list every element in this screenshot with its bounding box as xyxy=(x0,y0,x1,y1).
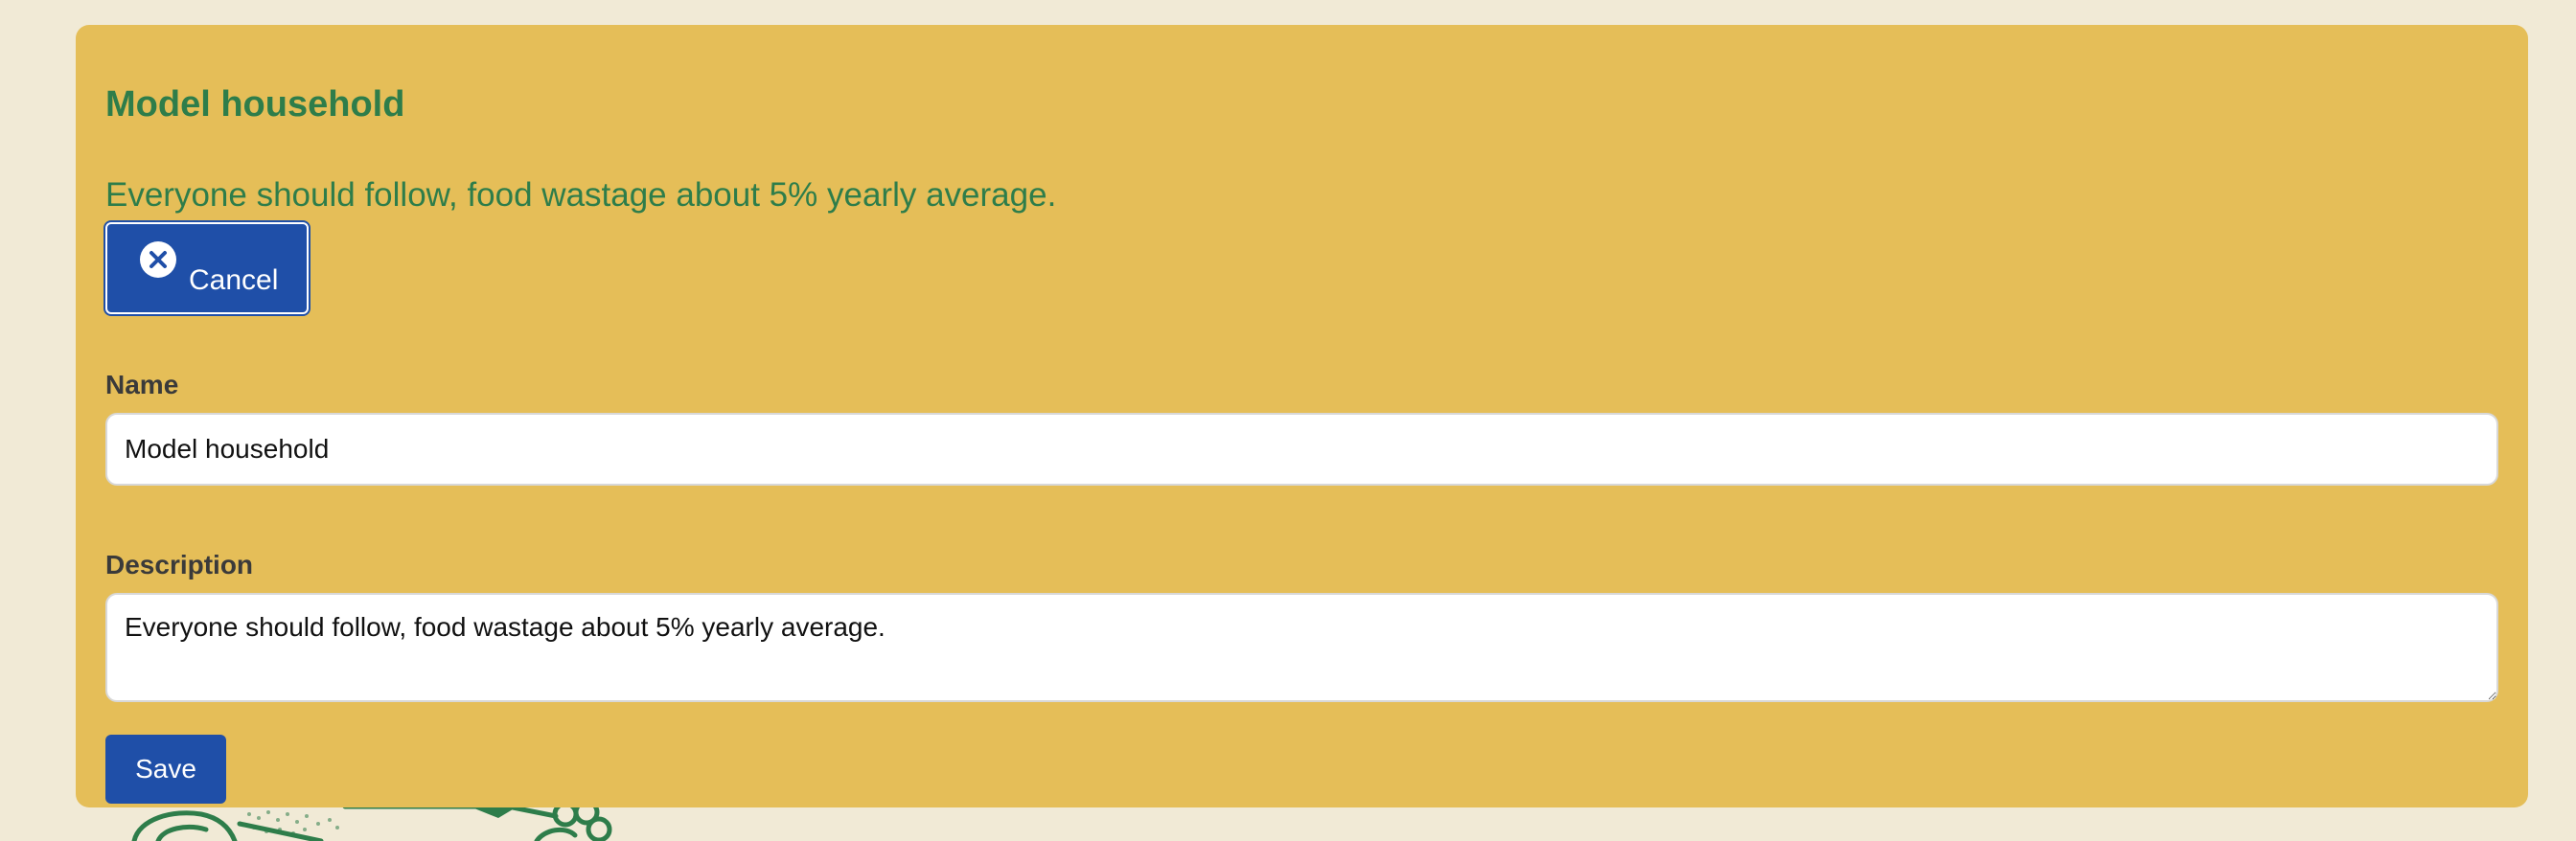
cancel-button[interactable]: Cancel xyxy=(105,222,309,314)
description-textarea[interactable]: Everyone should follow, food wastage abo… xyxy=(105,593,2498,702)
save-button[interactable]: Save xyxy=(105,735,226,804)
card-description: Everyone should follow, food wastage abo… xyxy=(105,176,1057,214)
description-label: Description xyxy=(105,550,254,580)
cancel-button-label: Cancel xyxy=(189,264,279,296)
close-circle-icon xyxy=(140,241,176,278)
name-label: Name xyxy=(105,370,179,399)
household-card: Model household Everyone should follow, … xyxy=(76,25,2528,807)
name-input[interactable] xyxy=(105,413,2498,486)
card-title: Model household xyxy=(105,84,405,125)
